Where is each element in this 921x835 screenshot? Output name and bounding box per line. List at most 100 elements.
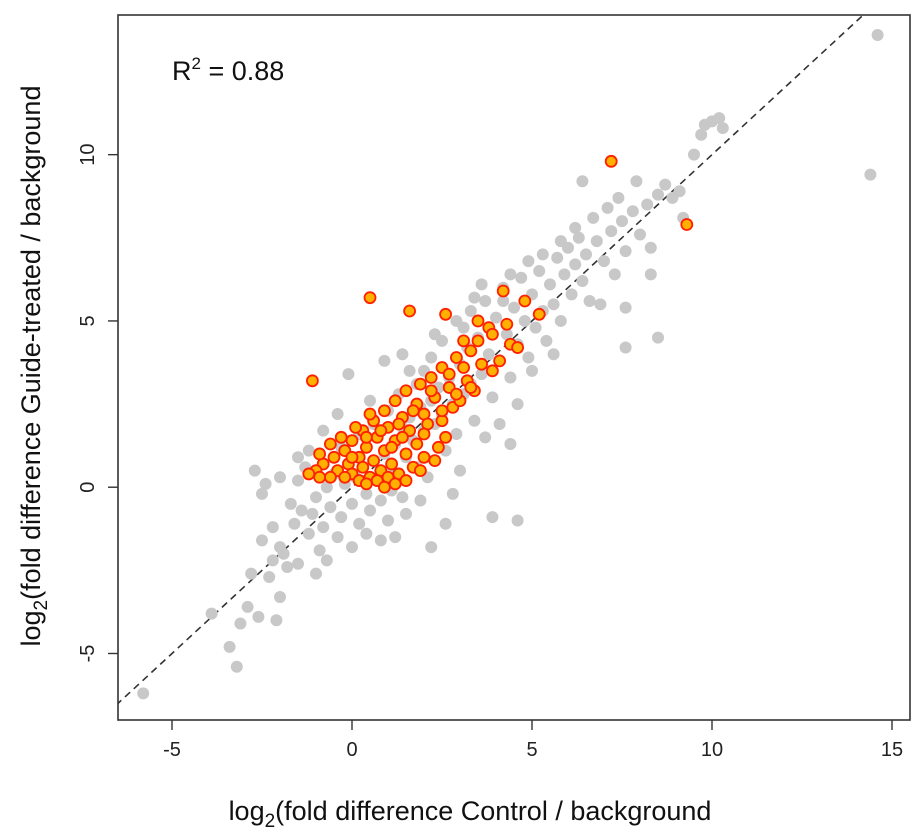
highlighted-point bbox=[349, 420, 363, 434]
highlighted-point bbox=[449, 351, 463, 364]
background-point bbox=[263, 571, 276, 584]
background-point bbox=[547, 298, 560, 311]
background-point bbox=[533, 265, 546, 278]
y-tick-label: 0 bbox=[77, 482, 99, 493]
highlighted-point bbox=[406, 404, 420, 418]
background-point bbox=[292, 557, 304, 570]
background-point bbox=[364, 504, 376, 517]
background-points bbox=[137, 28, 884, 700]
highlighted-point bbox=[410, 437, 424, 451]
background-point bbox=[569, 258, 582, 271]
highlighted-point bbox=[471, 314, 485, 328]
x-tick-label: 10 bbox=[701, 739, 723, 761]
highlighted-point bbox=[392, 417, 406, 431]
highlighted-point bbox=[464, 381, 478, 394]
background-point bbox=[864, 168, 877, 181]
background-point bbox=[544, 278, 556, 291]
background-point bbox=[353, 517, 366, 530]
highlighted-point bbox=[518, 294, 532, 308]
background-point bbox=[713, 112, 726, 125]
background-point bbox=[688, 148, 700, 161]
highlighted-point bbox=[313, 447, 327, 461]
background-point bbox=[576, 175, 589, 188]
background-point bbox=[605, 225, 618, 238]
annotation-superscript: 2 bbox=[192, 54, 201, 73]
background-point bbox=[716, 122, 729, 135]
background-point bbox=[346, 497, 358, 510]
highlighted-point bbox=[338, 470, 352, 484]
highlighted-point bbox=[417, 450, 431, 464]
background-point bbox=[619, 341, 632, 354]
background-point bbox=[608, 268, 621, 281]
highlighted-point bbox=[500, 317, 514, 331]
highlighted-point bbox=[604, 154, 618, 168]
highlighted-point bbox=[485, 364, 499, 378]
background-point bbox=[475, 368, 488, 381]
highlighted-point bbox=[388, 477, 402, 491]
r-squared-annotation: R2 = 0.88 bbox=[172, 54, 284, 86]
y-axis-title-sub: 2 bbox=[31, 600, 52, 611]
x-tick-label: 0 bbox=[346, 739, 357, 761]
background-point bbox=[619, 301, 632, 314]
highlighted-point bbox=[424, 384, 438, 398]
background-point bbox=[475, 278, 488, 291]
background-point bbox=[652, 331, 664, 344]
background-point bbox=[457, 321, 470, 334]
background-point bbox=[320, 481, 333, 494]
background-point bbox=[590, 235, 603, 248]
background-point bbox=[468, 291, 481, 304]
highlighted-point bbox=[345, 434, 359, 448]
background-point bbox=[486, 391, 499, 404]
background-point bbox=[500, 328, 513, 341]
highlighted-point bbox=[377, 480, 391, 494]
y-axis-title: log2(fold difference Guide-treated / bac… bbox=[16, 86, 52, 647]
highlighted-point bbox=[302, 467, 316, 481]
background-point bbox=[504, 371, 517, 384]
background-point bbox=[302, 527, 315, 540]
background-point bbox=[205, 607, 218, 620]
background-point bbox=[306, 507, 319, 520]
highlighted-point bbox=[385, 457, 399, 471]
annotation-prefix: R bbox=[172, 56, 192, 86]
plot-frame bbox=[117, 14, 911, 721]
highlighted-point bbox=[431, 440, 445, 454]
highlighted-point bbox=[442, 367, 456, 381]
highlighted-point bbox=[359, 430, 373, 444]
background-point bbox=[346, 541, 358, 554]
y-tick-label: 5 bbox=[77, 315, 99, 326]
highlighted-point bbox=[457, 334, 471, 348]
background-point bbox=[364, 394, 376, 407]
background-point bbox=[360, 487, 373, 500]
background-point bbox=[565, 288, 578, 301]
background-point bbox=[482, 348, 495, 361]
highlighted-point bbox=[323, 437, 337, 451]
background-point bbox=[256, 487, 268, 500]
highlighted-point bbox=[532, 307, 546, 321]
x-tick-label: 5 bbox=[526, 739, 537, 761]
background-point bbox=[508, 301, 520, 314]
highlighted-point bbox=[377, 404, 391, 418]
background-point bbox=[331, 531, 344, 544]
background-point bbox=[324, 501, 337, 514]
x-tick-label: 15 bbox=[881, 739, 903, 761]
background-point bbox=[522, 255, 535, 268]
background-point bbox=[378, 354, 391, 367]
background-point bbox=[540, 334, 553, 347]
background-point bbox=[292, 451, 304, 464]
y-tick-label: 10 bbox=[77, 144, 99, 166]
background-point bbox=[673, 185, 686, 198]
background-point bbox=[295, 504, 308, 517]
background-point bbox=[450, 428, 463, 441]
background-point bbox=[245, 567, 258, 580]
background-point bbox=[425, 541, 438, 554]
background-point bbox=[576, 275, 589, 288]
background-point bbox=[486, 511, 499, 524]
background-point bbox=[252, 610, 265, 623]
highlighted-point bbox=[385, 440, 399, 454]
background-point bbox=[497, 294, 510, 307]
background-point bbox=[313, 544, 326, 557]
background-point bbox=[468, 414, 481, 427]
highlighted-point bbox=[334, 430, 348, 444]
background-point bbox=[529, 321, 542, 334]
